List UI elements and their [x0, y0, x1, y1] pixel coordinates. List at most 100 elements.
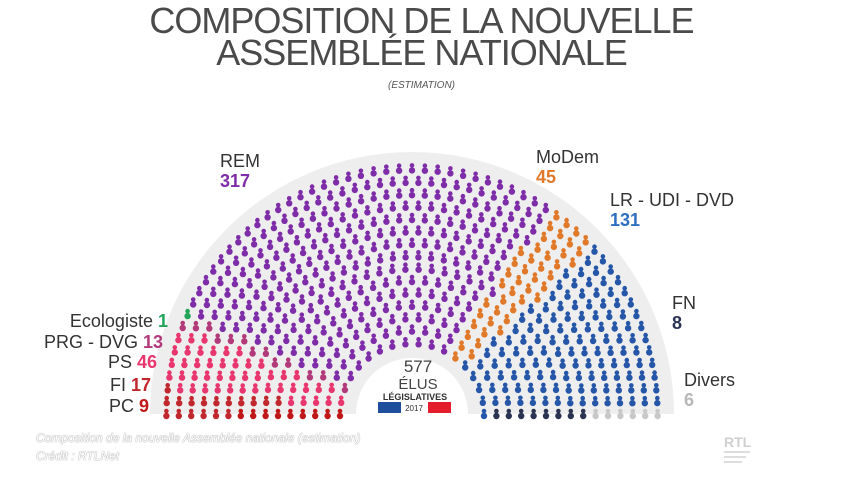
seat-rem	[232, 255, 240, 266]
seat-rem	[211, 309, 218, 321]
label-fn-name: FN	[672, 293, 696, 313]
label-fi-name: FI	[109, 375, 126, 395]
seat-pc	[324, 408, 331, 420]
seat-modem	[452, 351, 459, 362]
seat-rem	[440, 177, 448, 189]
seat-fi	[188, 408, 195, 420]
seat-rem	[519, 217, 526, 228]
seat-rem	[370, 333, 377, 344]
seat-fn	[580, 408, 587, 420]
seat-rem	[248, 257, 255, 268]
seat-rem	[246, 322, 254, 333]
seat-ps	[178, 370, 186, 381]
seat-lr-udi-dvd	[519, 312, 526, 323]
seat-lr-udi-dvd	[542, 395, 549, 407]
seat-rem	[440, 344, 448, 355]
seat-lr-udi-dvd	[570, 322, 578, 333]
seat-rem	[190, 297, 197, 308]
seat-lr-udi-dvd	[578, 383, 585, 394]
label-ps-seats: 46	[136, 352, 157, 372]
seat-rem	[415, 175, 422, 187]
seat-lr-udi-dvd	[603, 333, 610, 344]
seat-ps	[171, 345, 178, 356]
seat-ps	[191, 370, 198, 381]
seat-rem	[315, 195, 322, 206]
seat-modem	[550, 239, 558, 251]
seat-fi	[175, 408, 182, 420]
seat-fn	[518, 408, 525, 420]
seat-rem	[304, 228, 311, 239]
seat-rem	[421, 238, 428, 249]
seat-lr-udi-dvd	[497, 370, 504, 381]
seat-rem	[339, 279, 346, 291]
seat-lr-udi-dvd	[475, 382, 483, 394]
seat-rem	[478, 279, 485, 291]
seat-rem	[389, 313, 396, 325]
seat-ps	[290, 382, 297, 394]
seat-pc	[250, 408, 257, 420]
seat-lr-udi-dvd	[470, 370, 477, 382]
seat-rem	[253, 289, 260, 300]
seat-rem	[275, 302, 282, 313]
seat-modem	[470, 318, 478, 330]
seat-rem	[292, 206, 299, 218]
seat-rem	[427, 251, 435, 262]
seat-lr-udi-dvd	[479, 395, 486, 406]
seat-rem	[323, 305, 331, 316]
flag-blue-band	[378, 402, 401, 413]
seat-fn	[542, 408, 550, 420]
seat-rem	[507, 211, 515, 222]
seat-rem	[495, 232, 502, 244]
seat-lr-udi-dvd	[594, 345, 601, 357]
seat-lr-udi-dvd	[543, 323, 550, 335]
seat-rem	[304, 346, 311, 357]
seat-rem	[490, 216, 497, 228]
seat-rem	[365, 351, 372, 362]
seat-lr-udi-dvd	[498, 346, 506, 358]
seat-rem	[297, 334, 304, 345]
seat-modem	[531, 272, 539, 283]
seat-ps	[236, 345, 243, 357]
seat-prg-dvg	[341, 382, 349, 394]
seat-lr-udi-dvd	[633, 345, 640, 356]
seat-lr-udi-dvd	[626, 370, 633, 381]
seat-modem	[493, 305, 501, 316]
seat-rem	[434, 302, 442, 314]
label-ps-name: PS	[107, 352, 132, 372]
seat-lr-udi-dvd	[520, 334, 527, 345]
seat-rem	[355, 360, 362, 371]
seat-modem	[510, 302, 517, 314]
seat-rem	[285, 272, 293, 283]
seat-rem	[434, 189, 441, 200]
seat-lr-udi-dvd	[491, 358, 498, 369]
seat-lr-udi-dvd	[549, 334, 556, 346]
seat-lr-udi-dvd	[619, 309, 627, 320]
seat-rem	[224, 265, 232, 276]
seat-rem	[202, 274, 210, 286]
seat-rem	[428, 288, 435, 300]
seat-ps	[175, 332, 182, 344]
seat-rem	[357, 284, 364, 296]
seat-rem	[459, 219, 466, 230]
seat-rem	[402, 287, 409, 298]
seat-rem	[377, 253, 384, 264]
seat-rem	[295, 264, 303, 275]
seat-rem	[471, 249, 478, 260]
seat-rem	[370, 216, 377, 227]
seat-rem	[233, 322, 240, 333]
seat-rem	[327, 190, 334, 201]
seat-rem	[312, 267, 319, 278]
seat-group	[163, 163, 661, 420]
seat-lr-udi-dvd	[600, 275, 607, 287]
seat-rem	[434, 239, 441, 250]
seat-ps	[280, 369, 287, 381]
seat-rem	[465, 208, 473, 219]
seat-rem	[453, 322, 460, 334]
seat-pc	[312, 408, 319, 420]
seat-ps	[328, 382, 335, 394]
seat-ps	[315, 382, 322, 394]
seat-rem	[447, 306, 454, 318]
seat-rem	[395, 275, 403, 286]
seat-ps	[184, 345, 191, 356]
seat-lr-udi-dvd	[600, 298, 607, 309]
